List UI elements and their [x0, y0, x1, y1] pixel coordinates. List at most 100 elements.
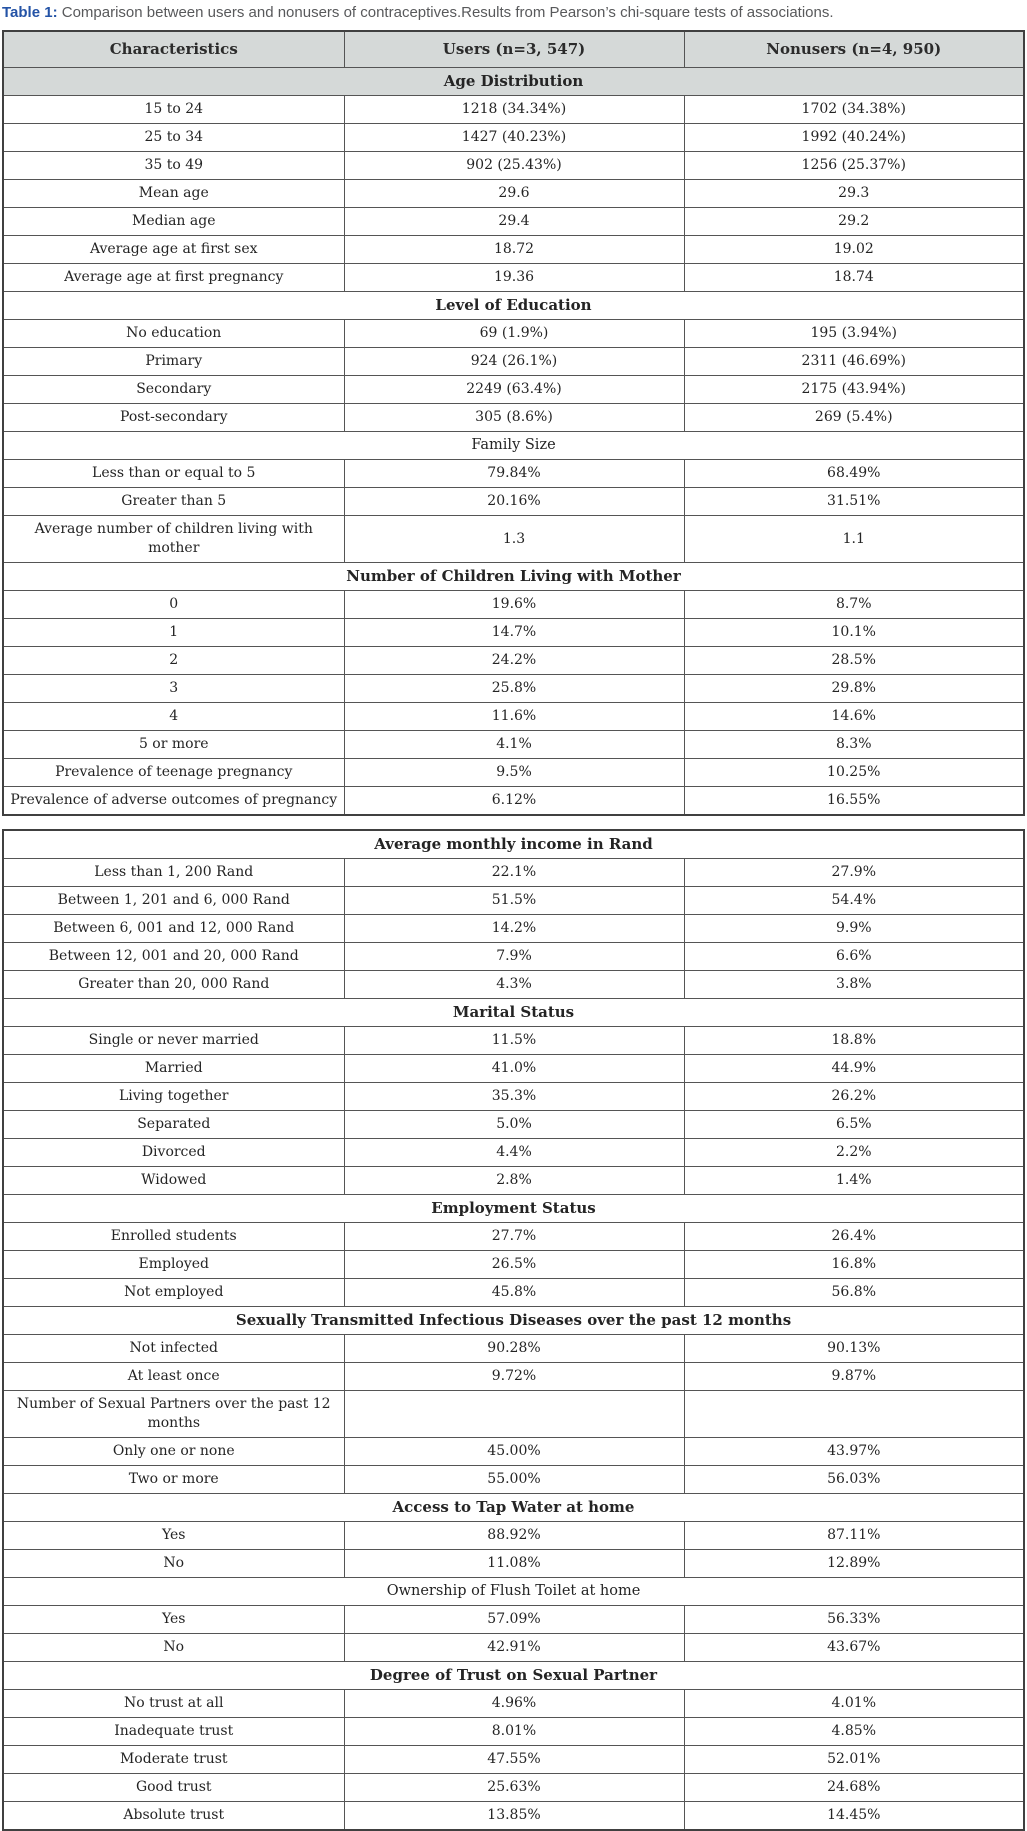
table-cell: Enrolled students — [2, 1222, 345, 1251]
table-cell: 19.36 — [343, 263, 685, 292]
table-row: Median age 29.4 29.2 — [2, 207, 1025, 236]
table-cell: 45.00% — [343, 1437, 685, 1466]
table-cell: 16.8% — [683, 1250, 1025, 1279]
table-cell: 29.6 — [343, 179, 685, 208]
section-header-cell: Average monthly income in Rand — [2, 829, 1025, 859]
table-row: Less than 1, 200 Rand 22.1% 27.9% — [2, 858, 1025, 887]
table-cell: 4.85% — [683, 1717, 1025, 1746]
table-cell: 4.1% — [343, 730, 685, 759]
table-cell: Number of Sexual Partners over the past … — [2, 1390, 345, 1438]
table-cell: 2.8% — [343, 1166, 685, 1195]
table-cell: Only one or none — [2, 1437, 345, 1466]
table-cell: 12.89% — [683, 1549, 1025, 1578]
table-cell: 9.9% — [683, 914, 1025, 943]
table-cell: At least once — [2, 1362, 345, 1391]
table-cell: 45.8% — [343, 1278, 685, 1307]
table-cell: 26.5% — [343, 1250, 685, 1279]
section-header-cell: Number of Children Living with Mother — [2, 562, 1025, 591]
table-cell: Average age at first pregnancy — [2, 263, 345, 292]
table-cell: 29.8% — [683, 674, 1025, 703]
table-cell: 28.5% — [683, 646, 1025, 675]
section-header-row: Ownership of Flush Toilet at home — [2, 1577, 1025, 1606]
section-header-cell: Age Distribution — [2, 67, 1025, 96]
table-cell: 56.8% — [683, 1278, 1025, 1307]
table-cell: 19.02 — [683, 235, 1025, 264]
table-row: Not employed 45.8% 56.8% — [2, 1278, 1025, 1307]
table-cell: 3.8% — [683, 970, 1025, 999]
table-cell: Widowed — [2, 1166, 345, 1195]
table-row: At least once 9.72% 9.87% — [2, 1362, 1025, 1391]
table-row: Not infected 90.28% 90.13% — [2, 1334, 1025, 1363]
section-header-row: Average monthly income in Rand — [2, 829, 1025, 859]
table-row: Single or never married 11.5% 18.8% — [2, 1026, 1025, 1055]
section-header-cell: Family Size — [2, 431, 1025, 460]
table-cell: Employed — [2, 1250, 345, 1279]
table-row: Only one or none 45.00% 43.97% — [2, 1437, 1025, 1466]
table-cell: 25.8% — [343, 674, 685, 703]
table-cell: 1702 (34.38%) — [683, 95, 1025, 124]
table-cell: 1218 (34.34%) — [343, 95, 685, 124]
section-header-cell: Employment Status — [2, 1194, 1025, 1223]
table-row: Greater than 5 20.16% 31.51% — [2, 487, 1025, 516]
table-row: 2 24.2% 28.5% — [2, 646, 1025, 675]
table-cell: 24.68% — [683, 1773, 1025, 1802]
table-cell: Moderate trust — [2, 1745, 345, 1774]
section-header-cell: Ownership of Flush Toilet at home — [2, 1577, 1025, 1606]
table-cell: 69 (1.9%) — [343, 319, 685, 348]
table-cell: 43.67% — [683, 1633, 1025, 1662]
table-row: Moderate trust 47.55% 52.01% — [2, 1745, 1025, 1774]
table-cell: Absolute trust — [2, 1801, 345, 1831]
table-cell: Single or never married — [2, 1026, 345, 1055]
section-header-cell: Access to Tap Water at home — [2, 1493, 1025, 1522]
table-cell: 47.55% — [343, 1745, 685, 1774]
table-cell: 29.2 — [683, 207, 1025, 236]
table-row: Secondary 2249 (63.4%) 2175 (43.94%) — [2, 375, 1025, 404]
table-cell: 87.11% — [683, 1521, 1025, 1550]
table-cell: 269 (5.4%) — [683, 403, 1025, 432]
table-row: Separated 5.0% 6.5% — [2, 1110, 1025, 1139]
table-cell: 14.2% — [343, 914, 685, 943]
table-cell: 1427 (40.23%) — [343, 123, 685, 152]
table-cell: Living together — [2, 1082, 345, 1111]
table-row: Married 41.0% 44.9% — [2, 1054, 1025, 1083]
table-cell: Average age at first sex — [2, 235, 345, 264]
table-cell: 27.9% — [683, 858, 1025, 887]
table-cell — [683, 1390, 1025, 1438]
table-cell: Two or more — [2, 1465, 345, 1494]
table-cell: Yes — [2, 1605, 345, 1634]
table-row: Between 6, 001 and 12, 000 Rand 14.2% 9.9% — [2, 914, 1025, 943]
section-header-cell: Level of Education — [2, 291, 1025, 320]
table-cell — [343, 1390, 685, 1438]
section-header-cell: Sexually Transmitted Infectious Diseases… — [2, 1306, 1025, 1335]
table-cell: 1.4% — [683, 1166, 1025, 1195]
table-cell: Greater than 5 — [2, 487, 345, 516]
table-cell: 9.5% — [343, 758, 685, 787]
table-row: No education 69 (1.9%) 195 (3.94%) — [2, 319, 1025, 348]
table-cell: 25 to 34 — [2, 123, 345, 152]
section-header-row: Marital Status — [2, 998, 1025, 1027]
table-cell: 4.01% — [683, 1689, 1025, 1718]
table-cell: 11.5% — [343, 1026, 685, 1055]
table-cell: 4.3% — [343, 970, 685, 999]
table-row: 25 to 34 1427 (40.23%) 1992 (40.24%) — [2, 123, 1025, 152]
table-row: No trust at all 4.96% 4.01% — [2, 1689, 1025, 1718]
table-row: Yes 88.92% 87.11% — [2, 1521, 1025, 1550]
table-cell: 35 to 49 — [2, 151, 345, 180]
table-cell: 1992 (40.24%) — [683, 123, 1025, 152]
section-header-row: Employment Status — [2, 1194, 1025, 1223]
section-header-row: Age Distribution — [2, 67, 1025, 96]
table-cell: 11.08% — [343, 1549, 685, 1578]
table-cell: 6.12% — [343, 786, 685, 816]
table-cell: 55.00% — [343, 1465, 685, 1494]
table-cell: 88.92% — [343, 1521, 685, 1550]
table-cell: 7.9% — [343, 942, 685, 971]
table-caption-text: Comparison between users and nonusers of… — [57, 4, 834, 21]
table-cell: 44.9% — [683, 1054, 1025, 1083]
table-row: Inadequate trust 8.01% 4.85% — [2, 1717, 1025, 1746]
section-header-row: Family Size — [2, 431, 1025, 460]
table-cell: 14.7% — [343, 618, 685, 647]
table-cell: 305 (8.6%) — [343, 403, 685, 432]
table-row: Number of Sexual Partners over the past … — [2, 1390, 1025, 1438]
section-header-row: Access to Tap Water at home — [2, 1493, 1025, 1522]
table-caption-number: Table 1: — [2, 4, 58, 21]
